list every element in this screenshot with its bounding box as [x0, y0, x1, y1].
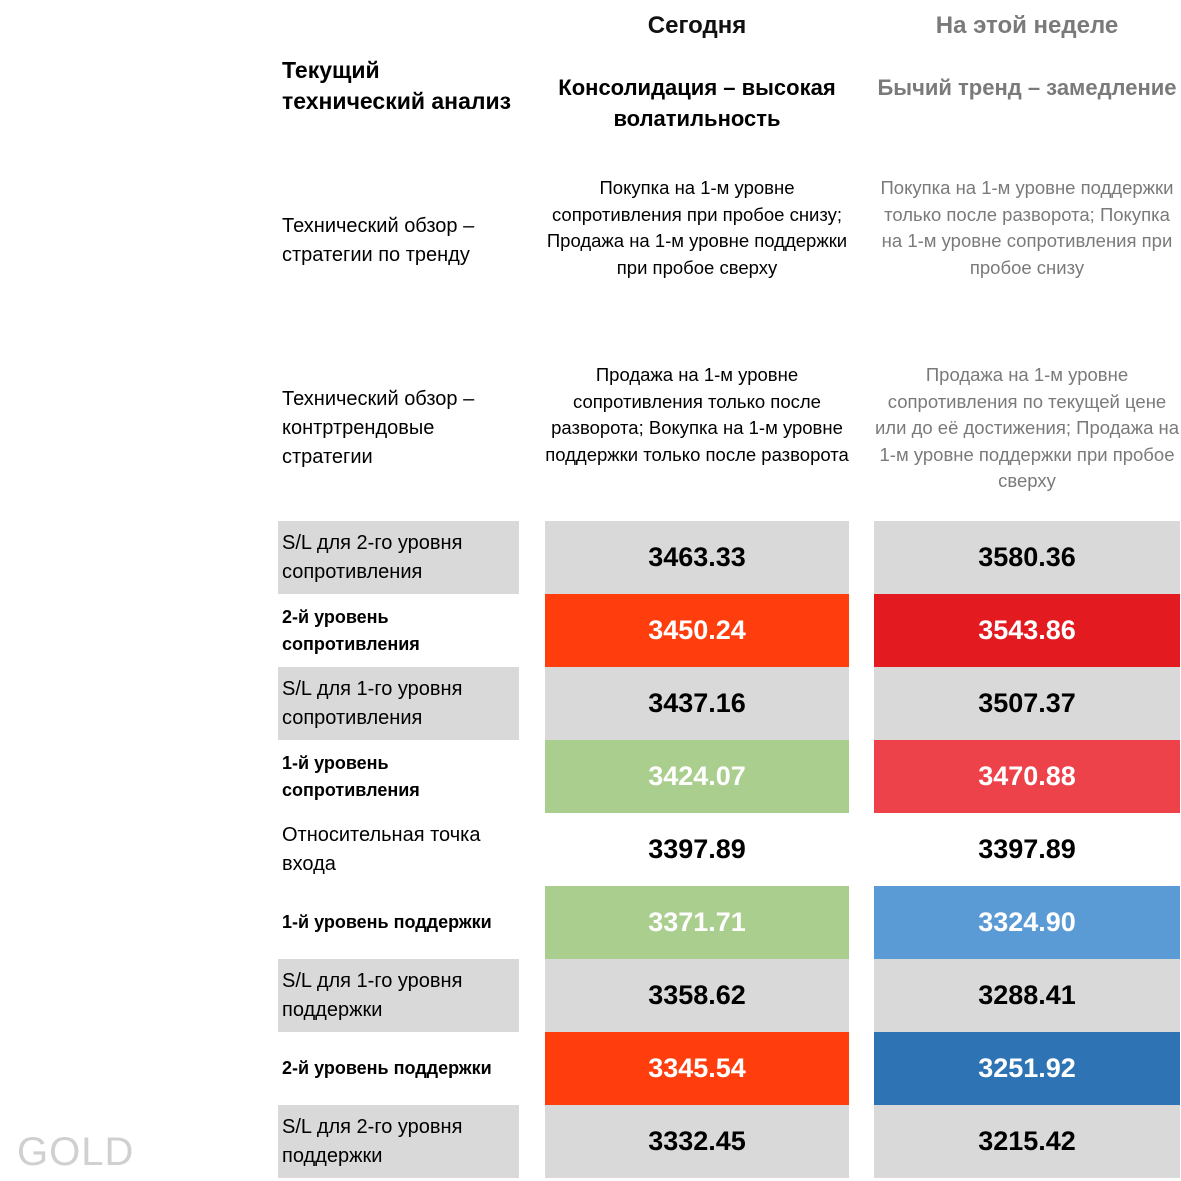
level-label-text: 1-й уровень поддержки [282, 912, 492, 932]
trend-strategy-today: Покупка на 1-м уровне сопротивления при … [546, 177, 848, 278]
level-label-text: S/L для 1-го уровня поддержки [282, 969, 463, 1021]
level-label-row: 1-й уровень сопротивления [278, 740, 519, 813]
level-label-text: 2-й уровень поддержки [282, 1058, 492, 1078]
level-label-text: 2-й уровень сопротивления [282, 606, 420, 654]
level-value-week: 3215.42 [874, 1105, 1180, 1178]
trend-strategy-week: Покупка на 1-м уровне поддержки только п… [880, 177, 1174, 278]
level-value-week: 3397.89 [874, 813, 1180, 886]
level-value-week: 3580.36 [874, 521, 1180, 594]
level-value-week: 3543.86 [874, 594, 1180, 667]
counter-strategy-today: Продажа на 1-м уровне сопротивления толь… [545, 364, 849, 465]
level-label-text: S/L для 2-го уровня сопротивления [282, 531, 463, 583]
level-value-week: 3288.41 [874, 959, 1180, 1032]
level-value-today: 3437.16 [545, 667, 849, 740]
main-label: Текущий технический анализ [282, 57, 512, 114]
gold-watermark: GOLD [17, 1130, 135, 1174]
level-value-week: 3251.92 [874, 1032, 1180, 1105]
column-header-week: На этой неделе [935, 12, 1119, 39]
level-label-text: S/L для 2-го уровня поддержки [282, 1115, 463, 1167]
counter-strategy-week: Продажа на 1-м уровне сопротивления по т… [874, 364, 1180, 492]
level-label-row: S/L для 2-го уровня сопротивления [278, 521, 519, 594]
level-value-today: 3424.07 [545, 740, 849, 813]
level-label-text: S/L для 1-го уровня сопротивления [282, 677, 463, 729]
level-value-today: 3463.33 [545, 521, 849, 594]
level-label-row: 2-й уровень поддержки [278, 1032, 519, 1105]
level-value-today: 3345.54 [545, 1032, 849, 1105]
column-header-today: Сегодня [647, 12, 747, 39]
level-value-today: 3397.89 [545, 813, 849, 886]
counter-strategy-label: Технический обзор – контртрендовые страт… [282, 388, 475, 468]
level-value-week: 3507.37 [874, 667, 1180, 740]
level-value-today: 3358.62 [545, 959, 849, 1032]
level-label-text: Относительная точка входа [282, 823, 481, 875]
level-label-row: Относительная точка входа [278, 813, 519, 886]
level-label-row: S/L для 1-го уровня поддержки [278, 959, 519, 1032]
trend-today: Консолидация – высокая волатильность [558, 75, 836, 131]
level-label-row: S/L для 2-го уровня поддержки [278, 1105, 519, 1178]
trend-week: Бычий тренд – замедление [877, 75, 1177, 100]
level-label-row: S/L для 1-го уровня сопротивления [278, 667, 519, 740]
trend-strategy-label: Технический обзор – стратегии по тренду [282, 215, 475, 266]
level-value-today: 3450.24 [545, 594, 849, 667]
level-label-text: 1-й уровень сопротивления [282, 752, 420, 800]
level-label-row: 2-й уровень сопротивления [278, 594, 519, 667]
level-value-week: 3470.88 [874, 740, 1180, 813]
level-value-today: 3332.45 [545, 1105, 849, 1178]
level-value-week: 3324.90 [874, 886, 1180, 959]
level-value-today: 3371.71 [545, 886, 849, 959]
level-label-row: 1-й уровень поддержки [278, 886, 519, 959]
